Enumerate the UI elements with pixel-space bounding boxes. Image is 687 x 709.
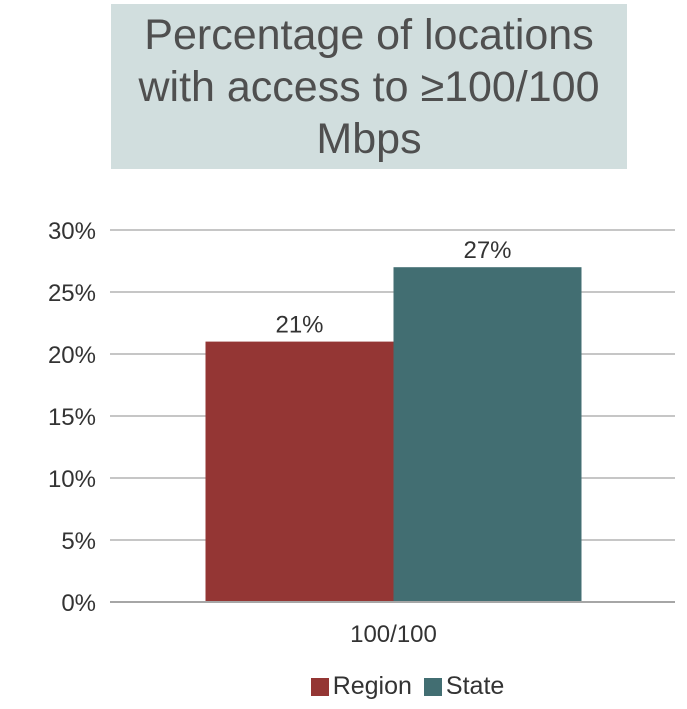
y-tick-label: 30% [48,218,96,245]
data-label-state: 27% [463,237,511,264]
y-tick-label: 10% [48,466,96,493]
y-tick-label: 15% [48,404,96,431]
chart-title: Percentage of locations with access to ≥… [138,10,600,163]
y-tick-label: 25% [48,280,96,307]
legend-swatch-state [423,677,442,696]
legend-swatch-region [310,677,329,696]
legend-item-state: State [423,672,505,701]
y-tick-label: 20% [48,342,96,369]
legend-item-region: Region [310,672,412,701]
bar-state [393,267,582,602]
y-tick-label: 0% [61,590,96,617]
data-label-region: 21% [275,312,323,339]
legend-label-region: Region [332,672,412,700]
legend-label-state: State [445,672,505,700]
y-tick-label: 5% [61,528,96,555]
legend: Region State [0,672,687,701]
bar-region [205,341,394,602]
chart-title-box: Percentage of locations with access to ≥… [111,4,627,169]
x-tick-label: 100/100 [350,621,437,648]
